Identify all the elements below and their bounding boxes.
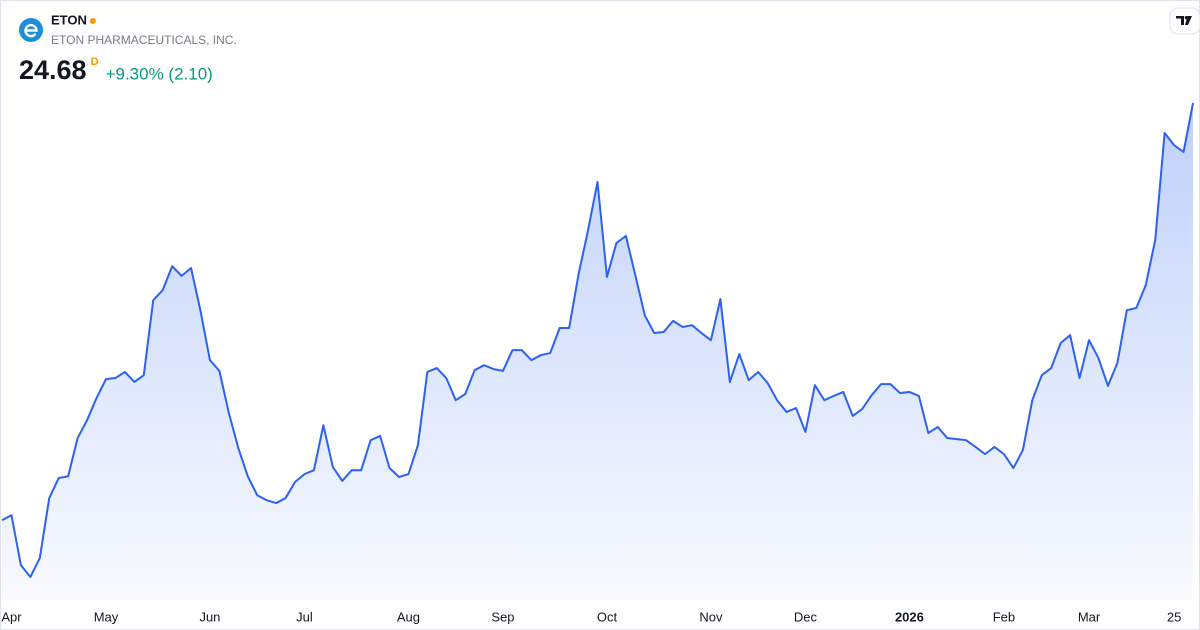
symbol: ETON [51,12,87,27]
area-fill [2,103,1193,600]
x-tick-label: 2026 [895,609,924,624]
price-change: +9.30% (2.10) [106,64,213,83]
x-tick-label: Sep [491,609,514,624]
x-tick-label: Jun [199,609,220,624]
status-dot [89,18,96,24]
x-tick-label: Oct [597,609,618,624]
x-tick-label: Jul [296,609,313,624]
last-price: 24.68 [19,55,87,85]
interval: D [91,56,99,68]
logo-glyph [24,23,38,38]
x-tick-label: Mar [1078,609,1101,624]
brand-dot [1184,16,1188,20]
x-tick-label: 25 [1167,609,1181,624]
company-name: ETON PHARMACEUTICALS, INC. [51,33,237,47]
plot-area: Apr May Jun Jul Aug Sep Oct Nov Dec 2026 Feb Mar 25 [1,102,1194,624]
brand-logo [1169,7,1200,35]
brand-glyph [1176,16,1192,25]
x-tick-label: Feb [993,609,1015,624]
x-tick-label: Apr [1,609,22,624]
x-tick-label: May [94,609,119,624]
x-tick-label: Dec [794,609,818,624]
brand-badge [1169,7,1200,35]
x-tick-label: Nov [699,609,723,624]
price-line [1,102,1194,578]
header: ETON ETON PHARMACEUTICALS, INC. 24.68 D … [19,12,237,85]
x-tick-label: Aug [397,609,420,624]
